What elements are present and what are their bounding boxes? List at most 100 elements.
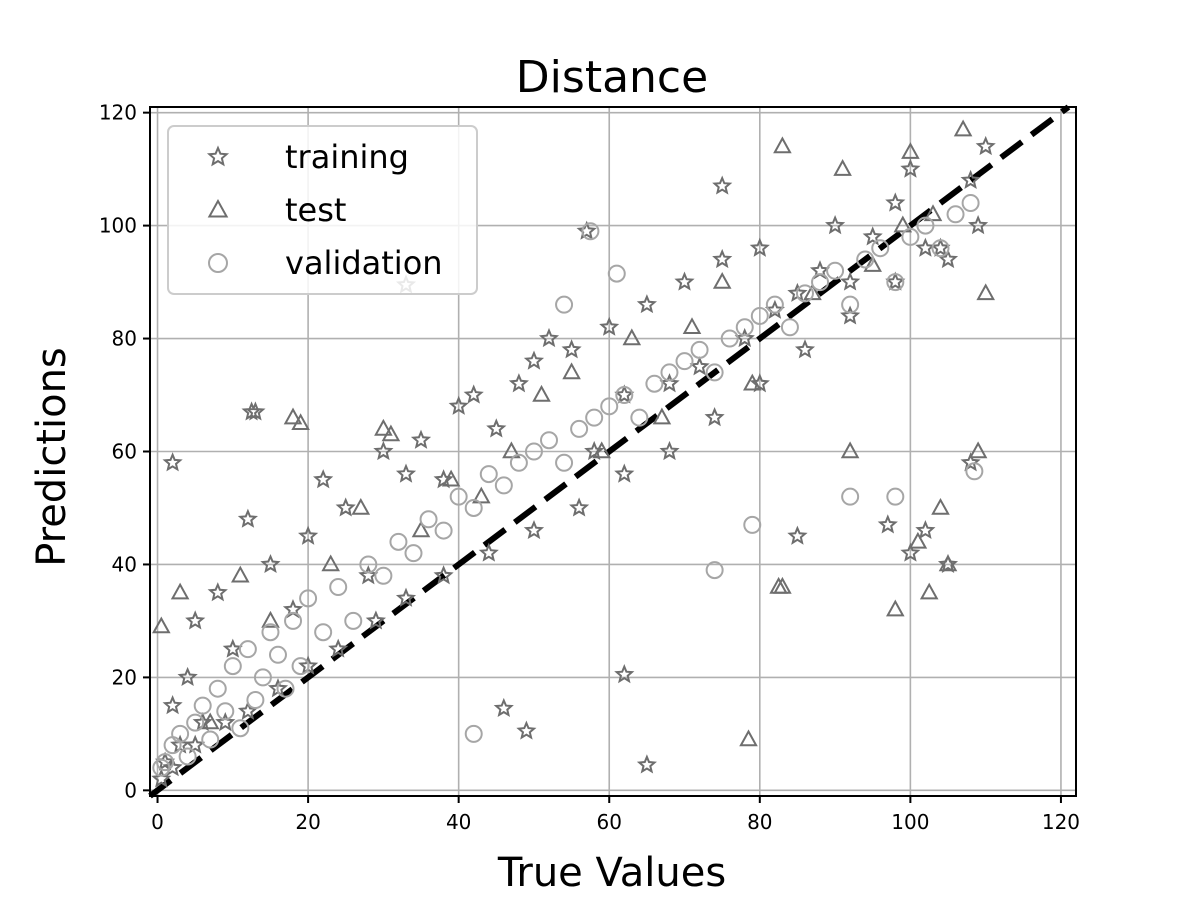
validation-point-65 [555, 295, 574, 314]
training-point-9 [237, 508, 258, 528]
legend-marker-training [206, 145, 230, 167]
series-training [151, 135, 996, 788]
test-point-18 [682, 317, 702, 334]
validation-point-10 [223, 657, 242, 676]
validation-point-16 [268, 645, 287, 664]
validation-point-69 [705, 561, 724, 580]
training-point-17 [373, 440, 394, 461]
test-point-15 [592, 441, 611, 459]
training-point-33 [674, 271, 695, 291]
validation-point-11 [231, 719, 250, 738]
training-point-32 [659, 373, 680, 393]
training-point-25 [523, 350, 545, 370]
validation-point-8 [208, 679, 227, 698]
validation-point-58 [871, 239, 890, 258]
axes: 0 20 40 60 80 100 120 0 20 40 60 80 100 120 [99, 101, 1080, 834]
training-point-58 [395, 587, 417, 607]
validation-point-44 [660, 363, 679, 382]
legend-label-training: training [285, 138, 409, 176]
validation-point-43 [645, 374, 664, 393]
grid-lines [150, 107, 1076, 796]
validation-point-73 [886, 487, 905, 506]
validation-point-71 [841, 487, 860, 506]
training-point-34 [689, 356, 710, 376]
training-point-73 [712, 175, 733, 195]
training-point-52 [215, 711, 236, 732]
training-point-85 [241, 401, 262, 421]
training-point-59 [433, 565, 454, 585]
training-point-16 [358, 565, 379, 585]
training-point-5 [185, 610, 206, 630]
training-point-21 [448, 395, 469, 415]
y-tick-label-2: 40 [112, 552, 137, 576]
test-point-0 [152, 616, 171, 634]
training-point-27 [561, 339, 582, 359]
validation-point-70 [464, 724, 483, 743]
validation-point-31 [464, 498, 483, 517]
validation-point-40 [600, 397, 619, 416]
training-point-44 [885, 192, 906, 212]
test-point-37 [938, 554, 958, 572]
training-point-36 [734, 327, 755, 348]
validation-point-47 [705, 363, 724, 382]
test-point-33 [769, 576, 788, 594]
reference-line [148, 104, 1071, 799]
validation-point-39 [585, 408, 604, 427]
training-point-77 [614, 663, 635, 684]
validation-point-38 [570, 419, 589, 438]
test-point-3 [231, 565, 250, 583]
x-tick-label-5: 100 [891, 810, 929, 834]
validation-point-32 [479, 465, 498, 484]
test-point-24 [863, 255, 882, 272]
test-point-17 [652, 407, 672, 425]
training-point-26 [538, 327, 560, 348]
validation-point-23 [344, 611, 363, 630]
training-point-42 [840, 271, 861, 291]
training-point-4 [177, 666, 198, 687]
training-point-50 [162, 757, 183, 777]
training-point-49 [975, 135, 996, 156]
validation-point-30 [449, 487, 468, 506]
test-point-13 [532, 384, 551, 402]
training-point-64 [659, 440, 680, 461]
test-point-14 [562, 362, 581, 380]
training-point-81 [937, 553, 959, 573]
test-point-40 [840, 441, 860, 459]
validation-point-13 [246, 690, 265, 709]
validation-point-5 [186, 713, 205, 732]
training-point-57 [365, 610, 386, 630]
training-point-30 [614, 384, 635, 404]
training-point-11 [260, 553, 281, 573]
validation-point-61 [916, 216, 935, 235]
test-point-29 [283, 407, 303, 425]
training-point-19 [410, 429, 432, 449]
test-point-41 [901, 142, 920, 159]
training-point-82 [960, 452, 981, 472]
training-point-79 [900, 542, 921, 562]
test-point-19 [712, 272, 732, 289]
x-tick-label-2: 40 [446, 810, 471, 834]
validation-point-35 [524, 442, 543, 461]
legend-marker-validation [208, 253, 228, 273]
validation-point-72 [965, 462, 984, 481]
validation-point-64 [961, 194, 980, 213]
training-point-72 [576, 220, 597, 240]
validation-point-37 [555, 453, 574, 472]
training-point-46 [915, 237, 936, 257]
y-tick-label-5: 100 [99, 214, 137, 238]
validation-point-41 [615, 386, 634, 405]
training-point-18 [395, 463, 417, 483]
training-point-31 [636, 294, 657, 314]
training-point-48 [960, 169, 981, 190]
training-point-15 [335, 497, 356, 517]
y-tick-label-1: 20 [112, 665, 137, 689]
legend: training test validation [167, 125, 478, 295]
test-point-1 [170, 582, 190, 600]
validation-point-21 [314, 623, 333, 642]
test-point-16 [622, 328, 642, 346]
legend-label-validation: validation [285, 244, 443, 282]
x-tick-label-3: 60 [597, 810, 622, 834]
test-point-26 [923, 204, 943, 222]
test-point-5 [291, 413, 310, 430]
